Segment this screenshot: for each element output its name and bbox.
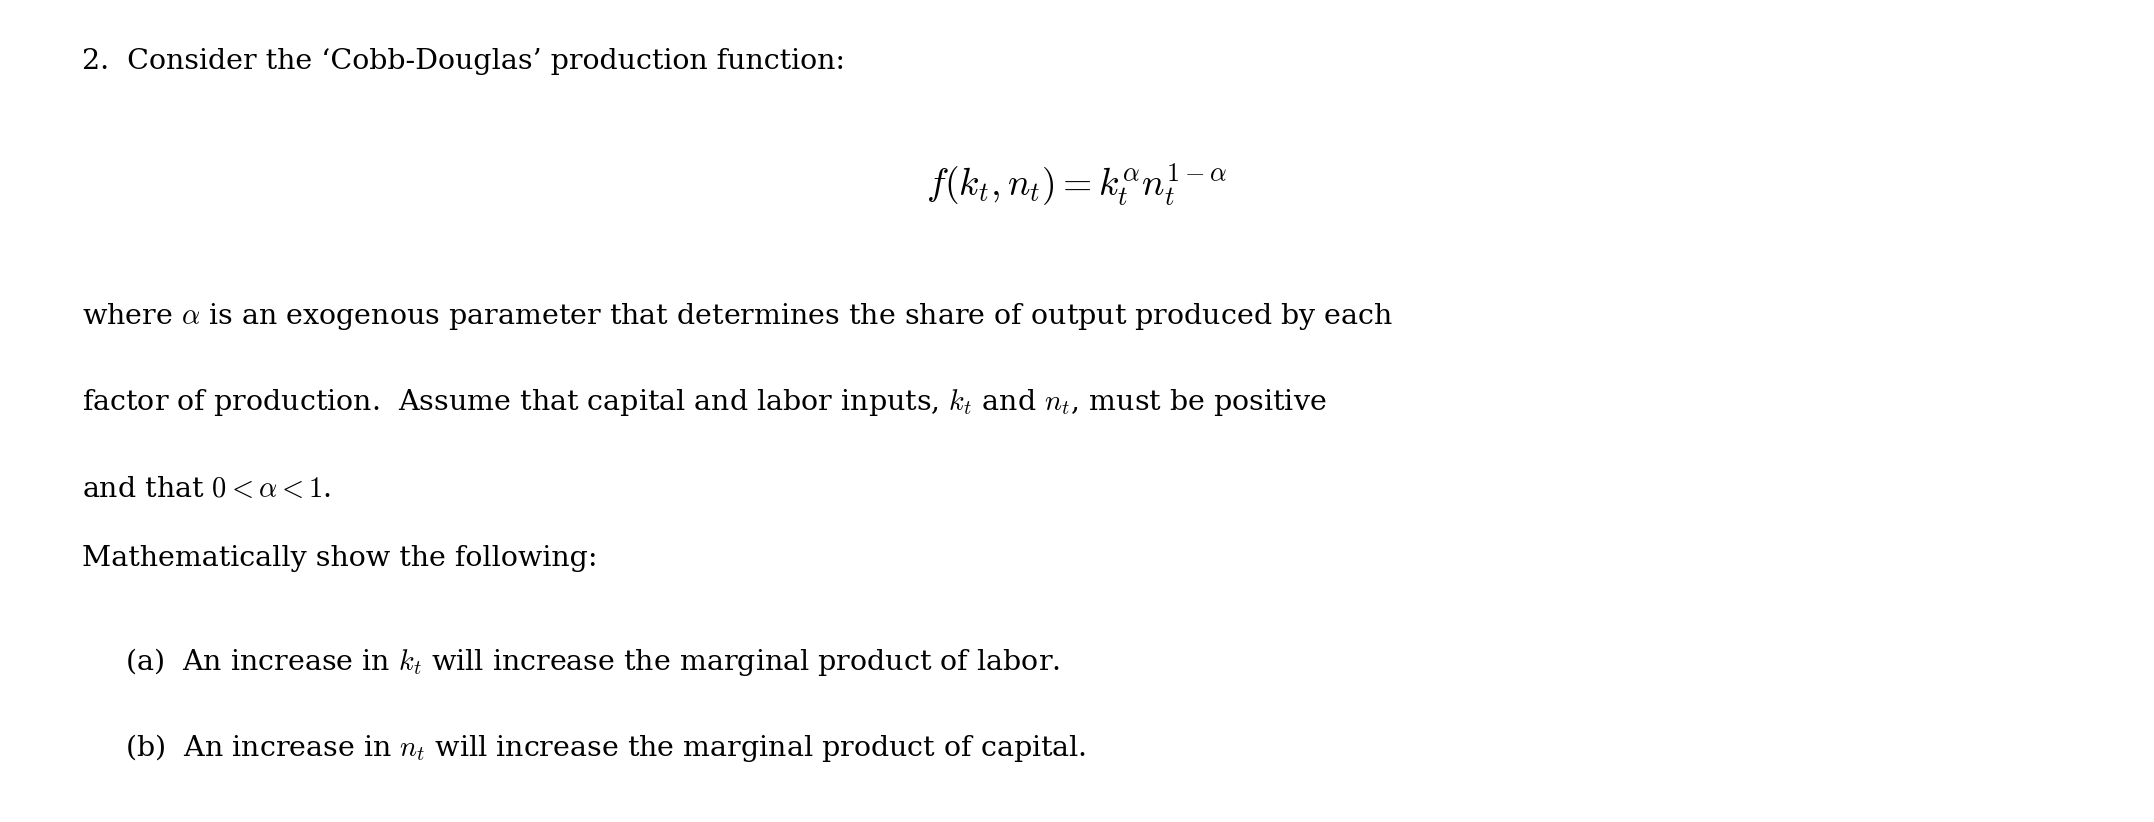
Text: 2.  Consider the ‘Cobb-Douglas’ production function:: 2. Consider the ‘Cobb-Douglas’ productio… [82,48,844,75]
Text: Mathematically show the following:: Mathematically show the following: [82,546,597,572]
Text: factor of production.  Assume that capital and labor inputs, $k_t$ and $n_t$, mu: factor of production. Assume that capita… [82,387,1327,418]
Text: where $\alpha$ is an exogenous parameter that determines the share of output pro: where $\alpha$ is an exogenous parameter… [82,301,1394,332]
Text: and that $0 < \alpha < 1$.: and that $0 < \alpha < 1$. [82,476,332,502]
Text: $f(k_t, n_t) = k_t^{\alpha} n_t^{1-\alpha}$: $f(k_t, n_t) = k_t^{\alpha} n_t^{1-\alph… [926,162,1228,208]
Text: (b)  An increase in $n_t$ will increase the marginal product of capital.: (b) An increase in $n_t$ will increase t… [125,732,1086,764]
Text: (a)  An increase in $k_t$ will increase the marginal product of labor.: (a) An increase in $k_t$ will increase t… [125,646,1060,677]
